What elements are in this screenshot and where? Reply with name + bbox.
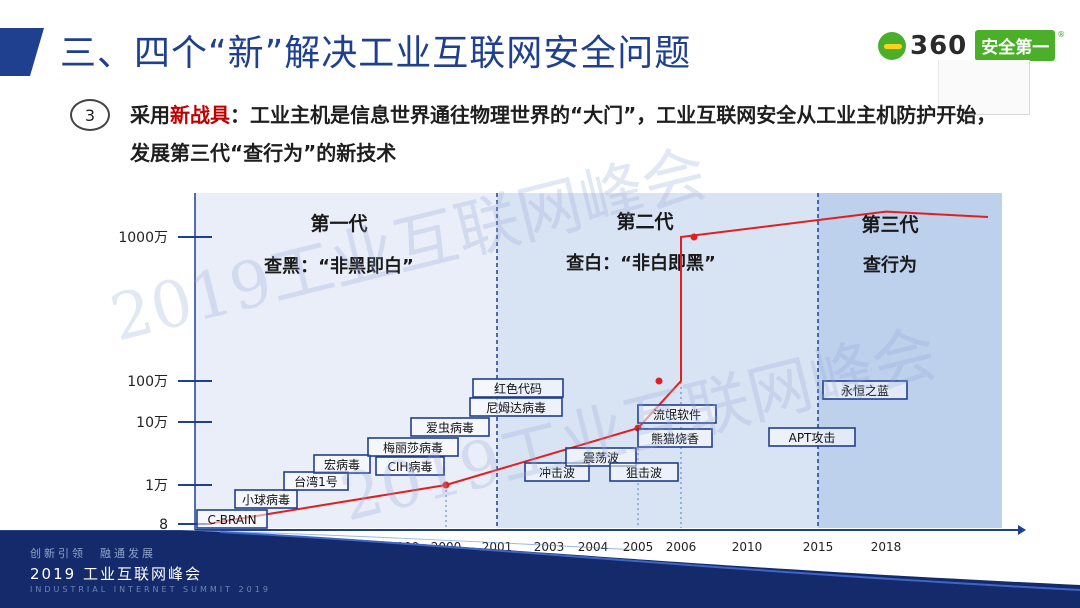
footer-event-name: 2019 工业互联网峰会 xyxy=(30,565,202,583)
event-label: CIH病毒 xyxy=(388,459,433,474)
generation-subheading: 查黑：“非黑即白” xyxy=(264,255,414,277)
title-accent-bar xyxy=(0,28,44,76)
generation-region xyxy=(818,193,1002,528)
subtitle-highlight: 新战具 xyxy=(170,103,230,127)
event-label: 冲击波 xyxy=(539,465,575,480)
event-box xyxy=(609,462,679,482)
event-box xyxy=(234,489,298,509)
x-tick-label: 2006 xyxy=(666,540,697,554)
logo-number: 360 xyxy=(910,30,968,61)
generation-subheading: 查行为 xyxy=(863,254,917,276)
event-box xyxy=(637,404,717,424)
footer-slogan: 创新引领 融通发展 xyxy=(30,547,156,560)
event-label: 梅丽莎病毒 xyxy=(383,440,443,455)
event-label: C-BRAIN xyxy=(207,513,256,527)
generation-heading: 第三代 xyxy=(861,213,918,236)
event-label: 流氓软件 xyxy=(653,408,701,422)
logo-plus-icon xyxy=(878,31,906,60)
item-number-badge: 3 xyxy=(70,99,110,131)
x-tick-label: 2005 xyxy=(623,540,654,554)
footer-wave xyxy=(0,530,1080,608)
y-tick-label: 10万 xyxy=(136,415,168,431)
y-tick-label: 8 xyxy=(159,517,168,533)
y-tick-label: 1000万 xyxy=(118,230,168,246)
generation-heading: 第一代 xyxy=(310,212,367,235)
growth-marker xyxy=(442,481,450,489)
x-tick-label: 2010 xyxy=(732,540,763,554)
event-box xyxy=(196,509,268,529)
event-label: APT攻击 xyxy=(789,431,836,445)
event-label: 小球病毒 xyxy=(242,492,290,507)
brand-logo: 360 安全第一 ® xyxy=(878,30,1065,61)
event-label: 熊猫烧香 xyxy=(651,431,699,446)
footer-event-name-en: INDUSTRIAL INTERNET SUMMIT 2019 xyxy=(30,585,271,594)
event-box xyxy=(768,427,856,447)
y-tick-label: 100万 xyxy=(127,374,168,390)
event-box xyxy=(410,417,490,437)
event-label: 红色代码 xyxy=(494,381,542,396)
subtitle-body: ：工业主机是信息世界通往物理世界的“大门”，工业互联网安全从工业主机防护开始，发… xyxy=(130,103,997,165)
event-box xyxy=(565,447,637,467)
registered-mark: ® xyxy=(1057,30,1066,39)
event-box xyxy=(313,454,371,474)
event-label: 台湾1号 xyxy=(294,474,338,489)
event-box xyxy=(375,456,445,476)
event-label: 爱虫病毒 xyxy=(426,420,474,435)
x-tick-label: 2003 xyxy=(534,540,565,554)
logo-badge: 安全第一 xyxy=(975,30,1056,61)
event-box xyxy=(367,437,459,457)
event-label: 永恒之蓝 xyxy=(841,384,889,398)
event-box xyxy=(524,462,590,482)
event-box xyxy=(637,428,713,448)
x-tick-label: 2004 xyxy=(578,540,609,554)
event-box xyxy=(472,378,564,398)
x-tick-label: 2015 xyxy=(803,540,834,554)
growth-marker xyxy=(690,233,698,241)
generation-subheading: 查白：“非白即黑” xyxy=(566,252,716,274)
event-label: 狙击波 xyxy=(626,466,662,480)
generation-heading: 第二代 xyxy=(616,210,673,233)
y-tick-label: 1万 xyxy=(145,478,168,494)
event-box xyxy=(469,397,563,417)
subtitle-text: 采用新战具：工业主机是信息世界通往物理世界的“大门”，工业互联网安全从工业主机防… xyxy=(130,96,1010,172)
x-tick-label: 2018 xyxy=(871,540,902,554)
event-label: 震荡波 xyxy=(583,451,619,465)
corner-decoration xyxy=(938,60,1030,115)
x-axis-arrow xyxy=(1018,525,1026,535)
growth-marker xyxy=(655,377,663,385)
slide-title: 三、四个“新”解决工业互联网安全问题 xyxy=(60,33,692,74)
event-label: 宏病毒 xyxy=(324,457,360,472)
event-box xyxy=(822,380,908,400)
subtitle-prefix: 采用 xyxy=(130,103,170,127)
event-label: 尼姆达病毒 xyxy=(486,400,546,415)
